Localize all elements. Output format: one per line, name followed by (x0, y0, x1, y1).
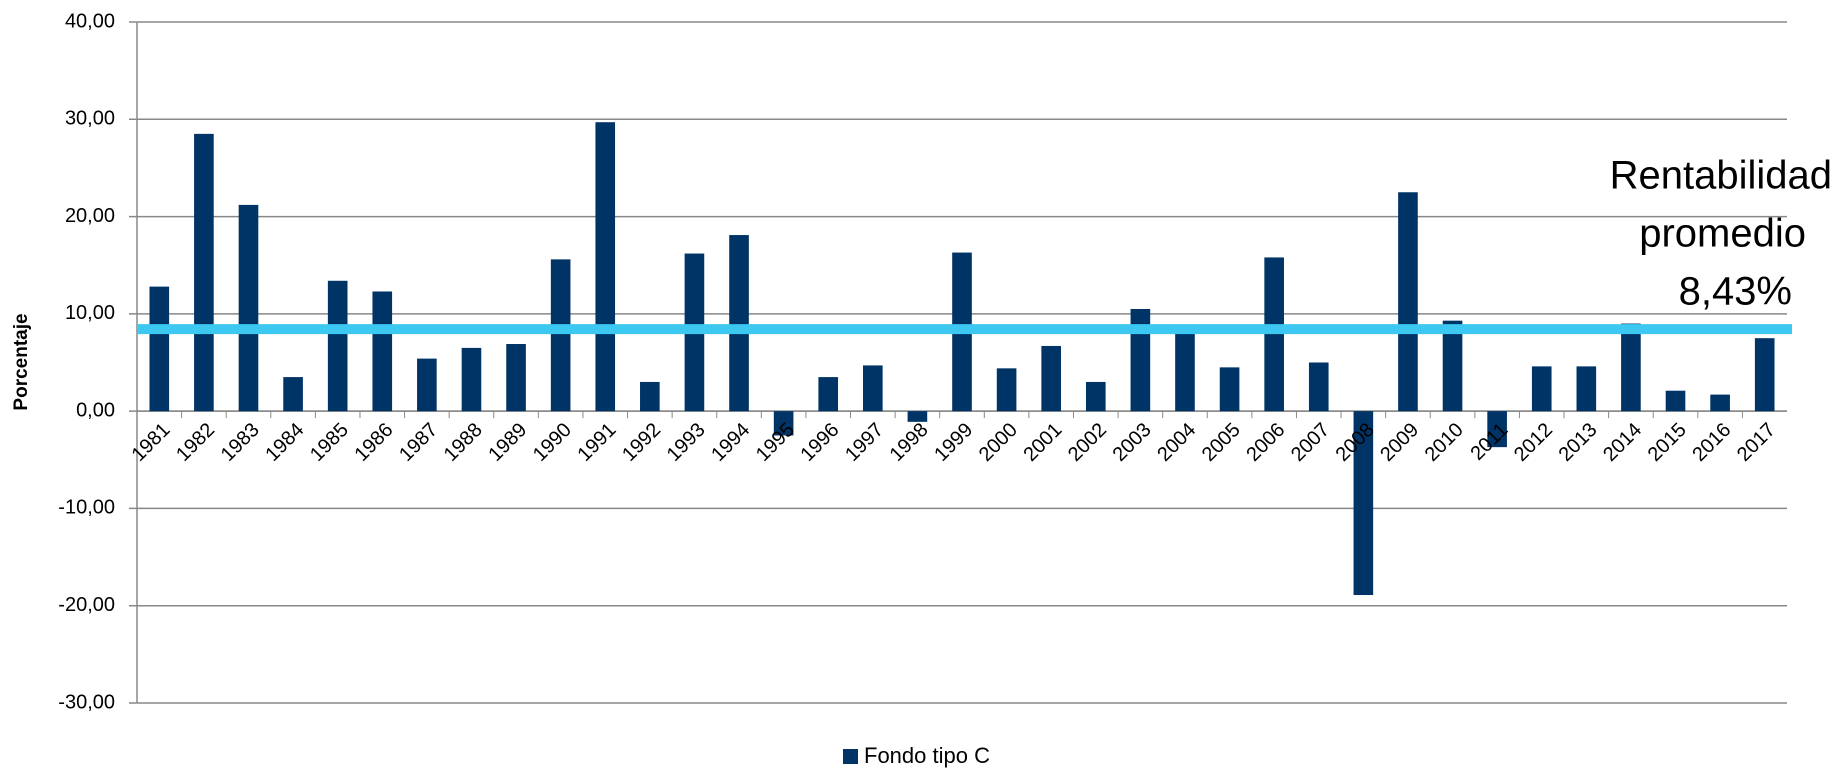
y-tick-label: -10,00 (58, 497, 115, 519)
bar (238, 204, 259, 412)
bar (773, 411, 794, 436)
x-tick-label: 2015 (1644, 419, 1691, 466)
x-tick-label: 2007 (1287, 419, 1334, 466)
x-tick-label: 2017 (1733, 419, 1780, 466)
annotation: 8,43% (1679, 270, 1792, 314)
bar (640, 381, 660, 412)
x-tick-label: 1997 (841, 419, 888, 466)
x-tick-label: 2006 (1242, 419, 1289, 466)
bar (372, 291, 393, 412)
x-tick-label: 2004 (1153, 419, 1200, 466)
y-tick-label: 40,00 (65, 10, 115, 32)
bar (1398, 192, 1418, 412)
legend-label: Fondo tipo C (864, 743, 990, 768)
x-tick-label: 1996 (796, 419, 843, 466)
bar (194, 133, 214, 412)
bar (1621, 323, 1641, 412)
x-tick-label: 2009 (1376, 419, 1423, 466)
x-tick-label: 2012 (1510, 419, 1557, 466)
bar (1085, 381, 1106, 412)
annotation: promedio (1639, 212, 1806, 256)
bar (1487, 411, 1507, 448)
x-tick-label: 2016 (1688, 419, 1735, 466)
bar (283, 377, 303, 412)
bar (550, 259, 571, 412)
x-tick-label: 1983 (217, 419, 264, 466)
x-tick-label: 1993 (663, 419, 710, 466)
bar (1665, 390, 1686, 412)
y-tick-label: 0,00 (76, 399, 115, 421)
x-tick-label: 2003 (1109, 419, 1156, 466)
bar (1531, 366, 1552, 412)
bar (907, 411, 928, 422)
x-tick-label: 2010 (1421, 419, 1468, 466)
legend-swatch (843, 749, 858, 764)
x-tick-label: 1985 (306, 419, 353, 466)
x-tick-label: 1991 (573, 419, 620, 466)
bar (1576, 366, 1597, 412)
annotation: Rentabilidad (1610, 154, 1832, 198)
y-tick-label: 20,00 (65, 205, 115, 227)
y-axis-label: Porcentaje (11, 313, 32, 410)
bar (818, 377, 839, 412)
bar (1041, 345, 1061, 412)
y-tick-label: -20,00 (58, 594, 115, 616)
bar (506, 344, 526, 412)
x-tick-label: 2013 (1555, 419, 1602, 466)
y-tick-label: -30,00 (58, 691, 115, 713)
bar (863, 365, 883, 412)
x-tick-label: 1998 (886, 419, 933, 466)
bar (327, 280, 348, 412)
bar (461, 347, 482, 412)
x-tick-label: 2000 (975, 419, 1022, 466)
bar (1264, 257, 1284, 412)
bar (1130, 308, 1151, 412)
x-tick-label: 2005 (1198, 419, 1245, 466)
bar (595, 122, 616, 412)
bar (1353, 411, 1374, 596)
x-tick-label: 2001 (1019, 419, 1066, 466)
y-tick-label: 10,00 (65, 302, 115, 324)
bar (1175, 324, 1195, 412)
x-tick-label: 1982 (172, 419, 219, 466)
x-tick-label: 1992 (618, 419, 665, 466)
x-tick-label: 1984 (261, 419, 308, 466)
x-tick-label: 1994 (707, 419, 754, 466)
y-tick-label: 30,00 (65, 108, 115, 130)
x-tick-label: 1989 (484, 419, 531, 466)
bar (729, 235, 749, 412)
x-tick-label: 1986 (351, 419, 398, 466)
bar (417, 358, 437, 412)
bar (1219, 367, 1240, 412)
x-tick-label: 1988 (440, 419, 487, 466)
x-tick-label: 2002 (1064, 419, 1111, 466)
x-tick-label: 1990 (529, 419, 576, 466)
x-tick-label: 1999 (930, 419, 977, 466)
x-tick-label: 2014 (1599, 419, 1646, 466)
bar (1710, 394, 1730, 412)
bar (996, 368, 1017, 412)
bar (1442, 320, 1463, 412)
bar (149, 286, 170, 412)
x-tick-label: 1987 (395, 419, 442, 466)
x-tick-label: 1981 (128, 419, 175, 466)
bar (1754, 338, 1775, 412)
bar (1308, 362, 1329, 412)
